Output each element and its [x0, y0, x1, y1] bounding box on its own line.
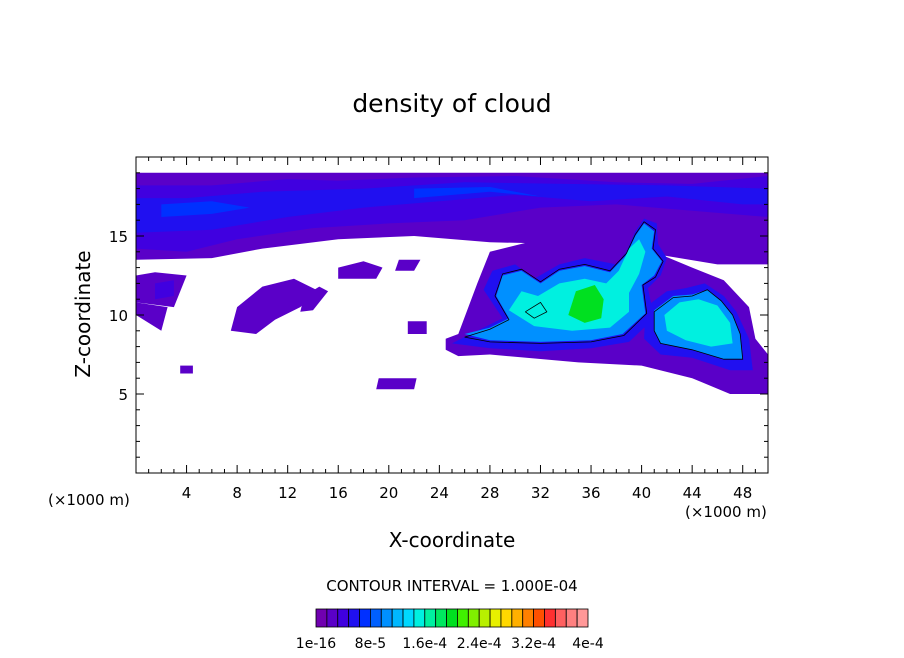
colorbar-swatch	[413, 608, 426, 628]
x-axis-unit-left: (×1000 m)	[48, 491, 130, 509]
plot-regions	[136, 172, 768, 394]
plot-contours	[464, 221, 744, 360]
colorbar-swatch	[326, 608, 339, 628]
colorbar-tick-label: 1e-16	[296, 636, 336, 652]
colorbar-tick-label: 2.4e-4	[457, 636, 502, 652]
colorbar-swatch	[565, 608, 578, 628]
colorbar-swatch	[369, 608, 382, 628]
cloud-region-20	[508, 239, 646, 331]
cloud-region-8	[180, 365, 193, 374]
colorbar-swatch	[522, 608, 534, 628]
cloud-region-9	[407, 321, 427, 334]
x-tick-label: 36	[581, 484, 600, 502]
colorbar-swatch	[489, 608, 502, 628]
colorbar-swatch	[402, 608, 415, 628]
x-axis-unit-right: (×1000 m)	[685, 503, 767, 521]
colorbar-swatch	[457, 608, 469, 628]
colorbar-swatch	[467, 608, 480, 628]
colorbar-swatch	[424, 608, 437, 628]
colorbar-tick-label: 8e-5	[355, 636, 386, 652]
x-tick-label: 40	[632, 484, 651, 502]
contour-line-2	[653, 289, 744, 360]
colorbar-swatch	[478, 608, 491, 628]
x-tick-label: 16	[329, 484, 348, 502]
colorbar-swatch	[446, 608, 458, 628]
cloud-region-2	[136, 302, 168, 331]
cloud-region-4	[300, 286, 329, 312]
colorbar: 1e-16 8e-5 1.6e-4 2.4e-4 3.2e-4 4e-4	[296, 608, 604, 652]
cloud-region-21	[664, 299, 733, 347]
x-tick-label: 28	[480, 484, 499, 502]
x-axis-label: X-coordinate	[389, 528, 516, 552]
y-tick-label: 15	[109, 228, 128, 246]
x-tick-label: 48	[733, 484, 752, 502]
y-tick-label: 5	[118, 386, 128, 404]
cloud-region-12	[155, 280, 174, 300]
cloud-region-7	[376, 378, 417, 390]
colorbar-swatch	[348, 608, 360, 628]
cloud-region-6	[395, 259, 421, 271]
colorbar-swatch	[576, 608, 589, 628]
colorbar-swatch	[554, 608, 567, 628]
cloud-region-13	[136, 182, 768, 233]
colorbar-swatch	[337, 608, 350, 628]
cloud-region-5	[338, 261, 383, 279]
contour-interval-text: CONTOUR INTERVAL = 1.000E-04	[326, 577, 577, 595]
colorbar-swatch	[391, 608, 404, 628]
colorbar-swatch	[533, 608, 545, 628]
cloud-region-3	[230, 278, 320, 334]
x-tick-label: 12	[278, 484, 297, 502]
x-tick-label: 20	[379, 484, 398, 502]
colorbar-tick-label: 1.6e-4	[402, 636, 447, 652]
x-tick-label: 32	[531, 484, 550, 502]
colorbar-swatch	[315, 608, 328, 628]
y-tick-label: 10	[109, 307, 128, 325]
colorbar-swatch	[435, 608, 447, 628]
contour-line-1	[525, 301, 548, 319]
chart-title: density of cloud	[352, 89, 551, 118]
x-tick-label: 44	[683, 484, 702, 502]
colorbar-tick-label: 4e-4	[572, 636, 604, 652]
cloud-region-14	[161, 201, 250, 217]
y-axis-label: Z-coordinate	[71, 250, 95, 377]
colorbar-swatch	[544, 608, 556, 628]
x-tick-label: 8	[232, 484, 242, 502]
x-tick-label: 4	[182, 484, 192, 502]
colorbar-swatch	[500, 608, 513, 628]
cloud-region-15	[414, 187, 541, 199]
contour-line-0	[464, 221, 664, 344]
colorbar-tick-label: 3.2e-4	[511, 636, 556, 652]
x-tick-label: 24	[430, 484, 449, 502]
colorbar-swatch	[511, 608, 524, 628]
colorbar-swatch	[380, 608, 393, 628]
cloud-region-22	[568, 285, 604, 323]
colorbar-swatch	[359, 608, 371, 628]
